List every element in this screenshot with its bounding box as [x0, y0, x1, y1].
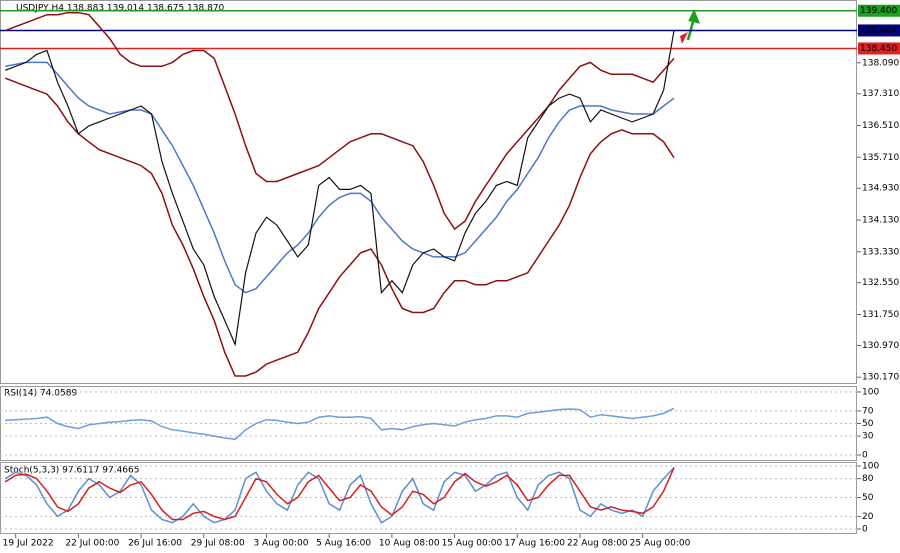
price-tag [858, 42, 900, 55]
main-frame [0, 0, 857, 384]
y-tick-label: 30 [862, 432, 874, 442]
y-tick-label: 131.750 [862, 310, 899, 320]
y-tick-label: 132.550 [862, 278, 899, 288]
series-line [4, 30, 675, 347]
y-tick-label: 136.510 [862, 121, 899, 131]
price-tag-label: 139.400 [860, 6, 897, 16]
x-tick-label: 25 Aug 00:00 [630, 539, 691, 549]
sell-arrow [680, 32, 688, 44]
x-tick-label: 3 Aug 00:00 [253, 539, 308, 549]
x-tick-label: 22 Jul 00:00 [65, 539, 119, 549]
x-tick-label: 5 Aug 16:00 [316, 539, 371, 549]
y-tick-label: 0 [862, 525, 868, 535]
price-tag [858, 4, 900, 17]
y-tick-label: 70 [862, 406, 874, 416]
stoch-title: Stoch(5,3,3) 97.6117 97.4665 [4, 466, 139, 476]
y-tick-label: 130.970 [862, 341, 899, 351]
x-tick-label: 10 Aug 08:00 [379, 539, 440, 549]
series-line [4, 77, 675, 377]
y-tick-label: 50 [862, 419, 874, 429]
rsi-title: RSI(14) 74.0589 [4, 389, 77, 399]
series-line [4, 466, 675, 524]
price-tag [858, 24, 900, 37]
x-tick-label: 26 Jul 16:00 [128, 539, 182, 549]
buy-arrow [686, 8, 701, 41]
x-tick-label: 17 Aug 16:00 [504, 539, 565, 549]
y-tick-label: 100 [862, 462, 879, 472]
y-tick-label: 134.930 [862, 184, 899, 194]
y-tick-label: 134.130 [862, 215, 899, 225]
chart-title: USDJPY,H4 138.883 139.014 138.675 138.87… [16, 4, 225, 14]
price-tag-label: 138.904 [860, 26, 897, 36]
y-tick-label: 50 [862, 493, 874, 503]
y-tick-label: 133.330 [862, 247, 899, 257]
x-tick-label: 15 Aug 00:00 [442, 539, 503, 549]
series-line [4, 467, 675, 521]
y-tick-label: 80 [862, 474, 874, 484]
y-tick-label: 20 [862, 512, 874, 522]
y-tick-label: 138.090 [862, 58, 899, 68]
y-tick-label: 135.710 [862, 153, 899, 163]
x-tick-label: 19 Jul 2022 [3, 539, 54, 549]
y-tick-label: 100 [862, 388, 879, 398]
y-tick-label: 130.170 [862, 373, 899, 383]
x-tick-label: 29 Jul 08:00 [191, 539, 245, 549]
series-line [4, 11, 675, 231]
x-tick-label: 22 Aug 08:00 [567, 539, 628, 549]
price-tag-label: 138.450 [860, 44, 897, 54]
y-tick-label: 137.310 [862, 89, 899, 99]
y-tick-label: 0 [862, 451, 868, 461]
series-line [5, 61, 675, 294]
series-line [5, 407, 675, 441]
